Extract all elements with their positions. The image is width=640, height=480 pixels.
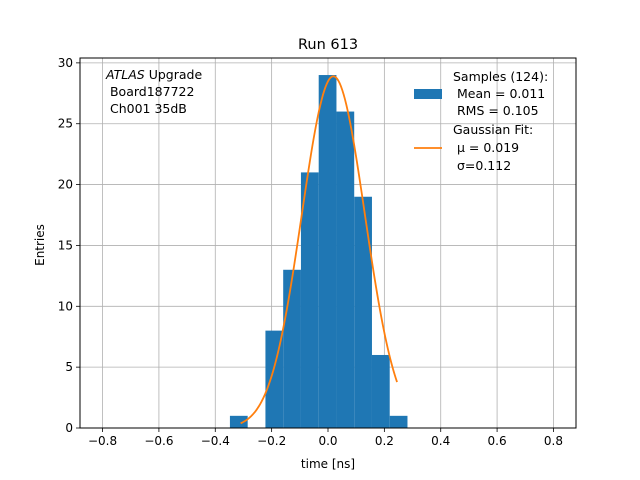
- histogram-bar: [300, 172, 319, 428]
- legend-histogram-line-3: RMS = 0.105: [453, 103, 539, 118]
- y-axis-ticks: 0 5 10 15 20 25 30: [58, 56, 80, 435]
- histogram-bar: [283, 269, 301, 428]
- x-tick-label: 0.8: [544, 434, 563, 448]
- histogram-bar: [336, 111, 355, 428]
- chart-title: Run 613: [298, 37, 358, 53]
- atlas-annotation: ATLAS Upgrade Board187722 Ch001 35dB: [105, 67, 202, 116]
- legend-histogram-swatch: [414, 89, 442, 99]
- legend-fit-line-3: σ=0.112: [453, 158, 511, 173]
- annotation-line-1: ATLAS Upgrade: [105, 67, 202, 82]
- y-tick-label: 0: [65, 421, 73, 435]
- histogram-bar: [229, 415, 248, 428]
- annotation-line-3: Ch001 35dB: [106, 101, 187, 116]
- y-tick-label: 5: [65, 360, 73, 374]
- legend-fit-line-1: Gaussian Fit:: [453, 122, 533, 137]
- y-tick-label: 10: [58, 299, 73, 313]
- gaussian-fit-line: [240, 75, 398, 425]
- histogram-bar: [265, 330, 284, 428]
- histogram-bar: [318, 75, 337, 428]
- legend-histogram-line-1: Samples (124):: [453, 69, 548, 84]
- annotation-line-2: Board187722: [106, 84, 194, 99]
- histogram-bar: [389, 415, 408, 428]
- histogram-bar: [371, 354, 390, 428]
- y-tick-label: 25: [58, 117, 73, 131]
- x-tick-label: 0.2: [375, 434, 394, 448]
- x-tick-label: −0.6: [144, 434, 173, 448]
- histogram-bars: [229, 75, 408, 428]
- x-tick-label: −0.2: [257, 434, 286, 448]
- x-tick-label: −0.8: [88, 434, 117, 448]
- legend-fit-line-2: μ = 0.019: [453, 140, 519, 155]
- legend: Samples (124): Mean = 0.011 RMS = 0.105 …: [414, 69, 548, 173]
- y-tick-label: 30: [58, 56, 73, 70]
- x-tick-label: 0.4: [431, 434, 450, 448]
- legend-histogram-line-2: Mean = 0.011: [453, 86, 545, 101]
- y-axis-label: Entries: [33, 224, 47, 266]
- gaussian-fit-curve: [240, 75, 398, 425]
- x-axis-ticks: −0.8 −0.6 −0.4 −0.2 0.0 0.2 0.4 0.6 0.8: [88, 428, 563, 448]
- y-tick-label: 15: [58, 238, 73, 252]
- x-axis-label: time [ns]: [301, 457, 355, 471]
- x-tick-label: −0.4: [201, 434, 230, 448]
- x-tick-label: 0.0: [318, 434, 337, 448]
- x-tick-label: 0.6: [488, 434, 507, 448]
- histogram-bar: [354, 196, 372, 428]
- y-tick-label: 20: [58, 178, 73, 192]
